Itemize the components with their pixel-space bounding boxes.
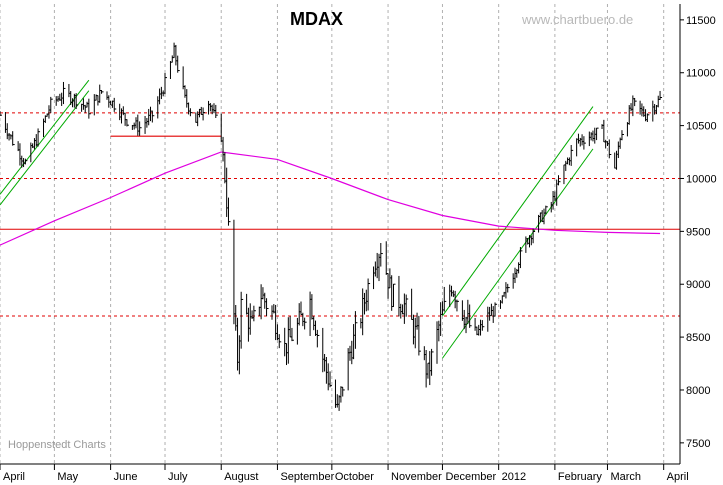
x-tick-label: December — [445, 471, 496, 483]
x-tick-label: July — [168, 471, 188, 483]
y-tick-label: 11500 — [686, 15, 716, 27]
y-tick-label: 10000 — [686, 173, 717, 185]
reference-lines — [0, 112, 680, 317]
trend-line — [0, 79, 90, 195]
x-tick-label: February — [558, 471, 603, 483]
x-tick-label: April — [3, 471, 25, 483]
x-tick-label: March — [610, 471, 641, 483]
trend-lines — [0, 79, 594, 359]
moving-average-line — [0, 151, 661, 246]
y-tick-label: 9500 — [686, 226, 710, 238]
y-tick-label: 7500 — [686, 438, 710, 450]
trend-line — [442, 148, 594, 359]
x-tick-label: August — [224, 471, 258, 483]
vertical-grid — [0, 4, 665, 464]
x-tick-label: April — [667, 471, 689, 483]
watermark: www.chartbuero.de — [522, 12, 634, 27]
price-bars — [0, 42, 663, 411]
x-tick-label: September — [280, 471, 334, 483]
x-tick-label: May — [57, 471, 78, 483]
trend-line — [0, 90, 90, 206]
chart-title: MDAX — [290, 9, 343, 29]
axes — [0, 4, 681, 465]
x-tick-label: June — [114, 471, 138, 483]
x-axis-ticks: April May June July August September October No… — [0, 464, 689, 483]
y-tick-label: 11000 — [686, 68, 716, 80]
x-tick-label: November — [391, 471, 442, 483]
y-tick-label: 8000 — [686, 385, 710, 397]
source-label: Hoppenstedt Charts — [8, 439, 106, 451]
x-tick-label: 2012 — [502, 471, 526, 483]
y-tick-label: 9000 — [686, 279, 710, 291]
y-tick-label: 8500 — [686, 332, 710, 344]
trend-line — [442, 106, 594, 317]
y-axis-ticks: 7500 8000 8500 9000 9500 10000 10500 11000 11500 — [680, 15, 717, 450]
y-tick-label: 10500 — [686, 121, 717, 133]
x-tick-label: October — [335, 471, 374, 483]
